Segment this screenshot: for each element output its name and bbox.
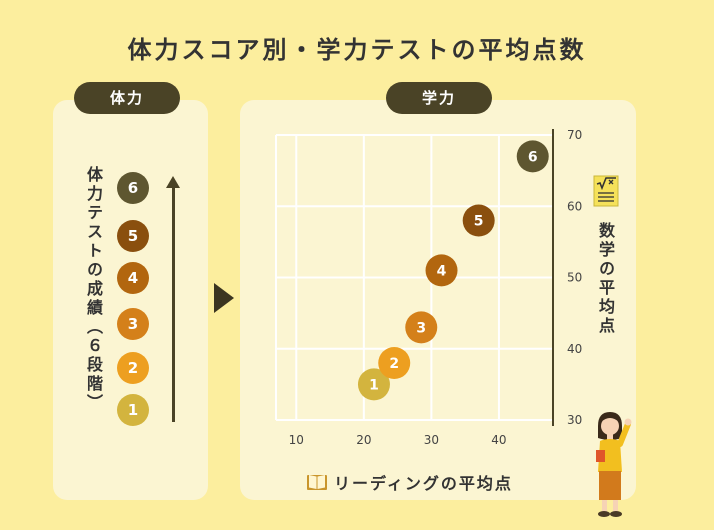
data-point-2 [378,347,411,379]
up-arrow-shaft [172,186,175,422]
data-point-label: 3 [416,320,426,336]
data-point-1 [357,368,390,401]
y-tick-label: 40 [567,342,582,356]
data-point-3 [405,311,438,344]
x-tick-label: 10 [289,433,304,447]
level-circle-5: 5 [117,220,149,252]
book-icon [307,475,327,490]
level-circle-3: 3 [117,308,149,340]
x-tick-label: 40 [491,433,506,447]
y-axis-label: 数学の平均点 [596,222,615,336]
up-arrow-icon [166,176,180,188]
data-point-label: 5 [474,214,484,230]
y-tick-label: 60 [567,199,582,213]
x-axis-label: リーディングの平均点 [334,474,513,493]
y-tick-label: 50 [567,271,582,285]
level-circle-2: 2 [117,352,149,384]
x-tick-label: 30 [424,433,439,447]
y-tick-label: 70 [567,128,582,142]
level-circle-1: 1 [117,394,149,426]
level-circle-6: 6 [117,172,149,204]
data-point-label: 6 [528,149,538,165]
data-point-4 [425,254,458,287]
girl-illustration [596,412,632,517]
play-arrow-icon [214,283,234,313]
page-title: 体力スコア別・学力テストの平均点数 [127,36,587,64]
y-tick-label: 30 [567,413,582,427]
data-point-6 [516,140,549,173]
physical-score-label: 体力テストの成績（６段階） [84,166,103,413]
physical-pill: 体力 [74,82,180,114]
math-sqrt-icon [593,175,619,207]
x-tick-label: 20 [356,433,371,447]
physical-panel [53,100,208,500]
data-point-label: 2 [389,356,399,372]
data-point-5 [462,204,495,237]
data-point-label: 4 [437,263,447,279]
level-circle-4: 4 [117,262,149,294]
x-axis-label-group: リーディングの平均点 [306,470,513,494]
data-point-label: 1 [369,377,379,393]
academic-pill: 学力 [386,82,492,114]
